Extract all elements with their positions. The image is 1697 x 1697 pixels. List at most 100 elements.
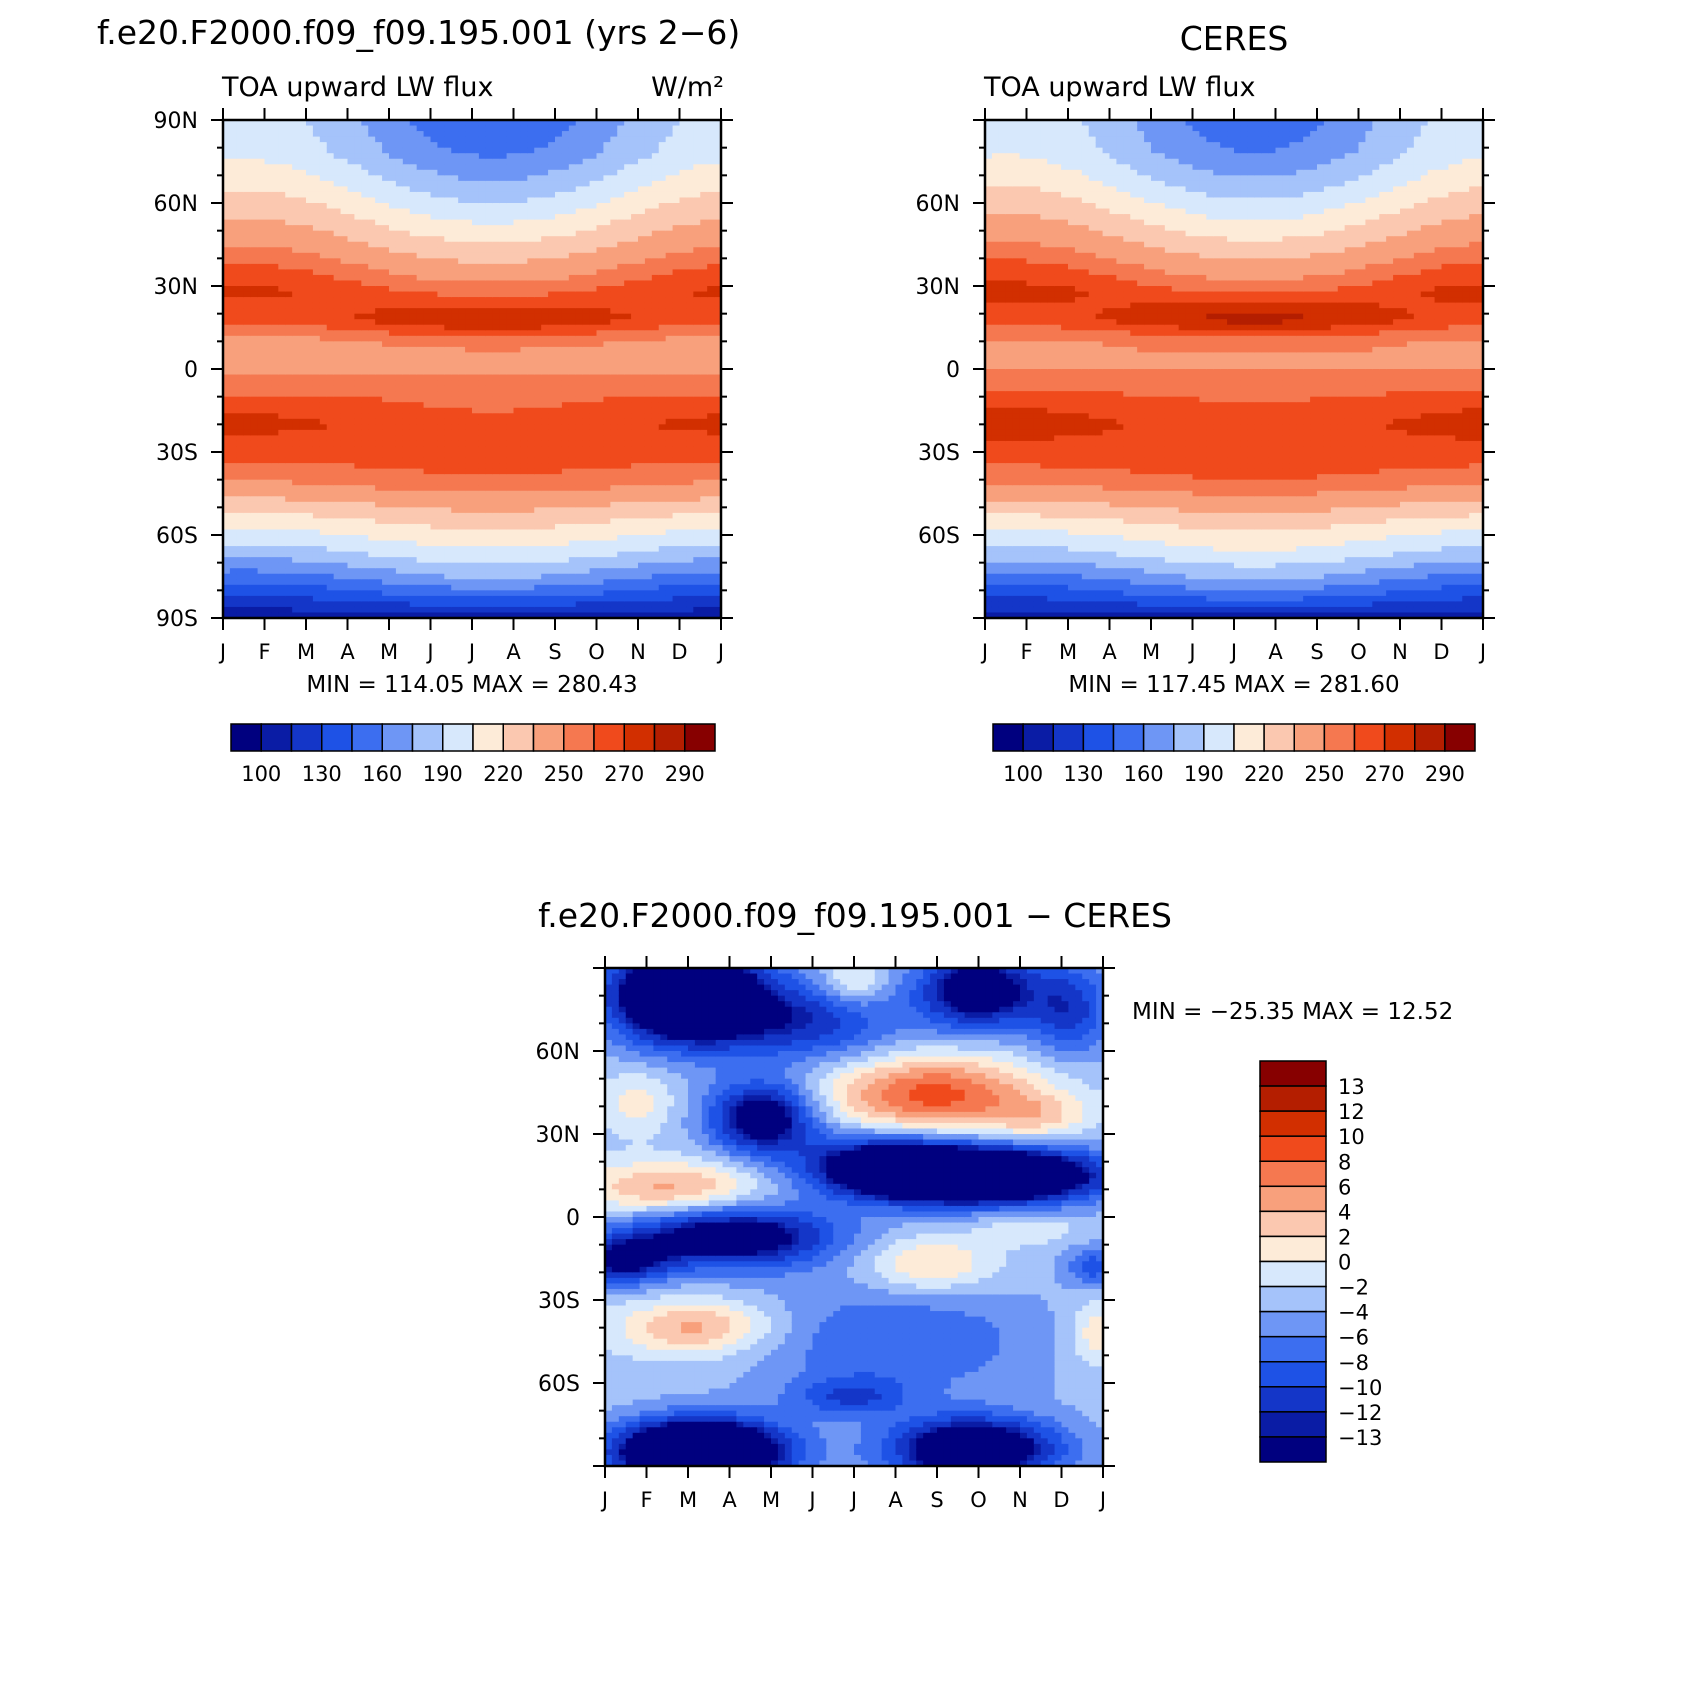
contour-cell [541,274,549,282]
contour-cell [527,308,535,315]
contour-cell [437,169,445,176]
contour-cell [375,424,383,431]
contour-cell [568,313,577,320]
contour-cell [451,485,459,492]
contour-cell [534,142,542,149]
contour-cell [236,302,245,309]
contour-cell [430,142,439,149]
contour-cell [382,512,390,519]
contour-cell [603,302,611,309]
contour-cell [229,175,238,182]
contour-cell [437,203,445,210]
contour-cell [402,186,411,193]
contour-cell [312,396,321,403]
contour-cell [465,297,473,304]
contour-cell [568,214,577,221]
contour-cell [589,197,598,204]
contour-cell [306,136,314,143]
contour-cell [250,590,259,597]
contour-cell [292,357,300,365]
contour-cell [340,440,349,448]
contour-cell [229,330,238,337]
contour-cell [485,241,494,248]
contour-cell [568,535,577,542]
contour-cell [326,252,335,259]
contour-cell [236,363,245,370]
contour-cell [368,280,376,287]
contour-cell [451,241,459,248]
contour-cell [354,324,362,331]
contour-cell [389,341,397,348]
contour-cell [437,363,445,370]
contour-cell [375,258,383,265]
contour-cell [561,197,570,204]
contour-cell [368,474,376,481]
contour-cell [492,136,501,143]
contour-cell [223,191,231,199]
contour-cell [299,402,307,409]
contour-cell [534,274,542,282]
contour-cell [499,584,508,591]
contour-cell [361,446,369,453]
contour-cell [229,269,238,276]
contour-cell [264,468,273,475]
contour-cell [402,485,411,492]
contour-cell [513,485,522,492]
contour-cell [285,573,293,580]
contour-cell [555,286,563,293]
contour-cell [575,164,584,171]
contour-cell [292,518,300,525]
contour-cell [589,131,598,138]
contour-cell [278,352,286,359]
contour-cell [534,269,542,276]
contour-cell [582,197,591,204]
contour-cell [257,236,266,243]
contour-cell [534,429,542,436]
contour-cell [472,169,480,176]
contour-cell [478,274,487,282]
contour-cell [278,247,286,254]
contour-cell [485,518,494,525]
contour-cell [223,120,231,127]
contour-cell [278,540,286,547]
contour-cell [465,252,473,259]
contour-cell [485,330,494,337]
contour-cell [278,191,286,199]
contour-cell [541,357,549,365]
contour-cell [264,407,273,414]
contour-cell [292,363,300,370]
contour-cell [257,490,266,497]
contour-cell [326,385,335,392]
contour-cell [465,474,473,481]
contour-cell [306,496,314,503]
contour-cell [472,590,480,597]
contour-cell [236,507,245,514]
contour-cell [582,413,591,420]
contour-cell [603,225,611,232]
contour-cell [534,463,542,470]
contour-cell [361,490,369,497]
contour-cell [520,158,528,165]
contour-cell [375,490,383,497]
contour-cell [264,418,273,425]
contour-cell [354,518,362,525]
contour-cell [485,424,494,431]
contour-cell [506,418,515,425]
contour-cell [555,474,563,481]
contour-cell [271,131,279,138]
contour-cell [368,479,376,486]
contour-cell [257,269,266,276]
contour-cell [527,319,535,326]
contour-cell [299,606,307,614]
contour-cell [548,158,556,165]
contour-cell [354,479,362,486]
contour-cell [575,557,584,564]
contour-cell [513,452,522,459]
contour-cell [389,302,397,309]
contour-cell [541,236,549,243]
contour-cell [243,440,252,448]
contour-cell [243,308,252,315]
contour-cell [299,457,307,464]
contour-cell [561,579,570,586]
contour-cell [472,186,480,193]
